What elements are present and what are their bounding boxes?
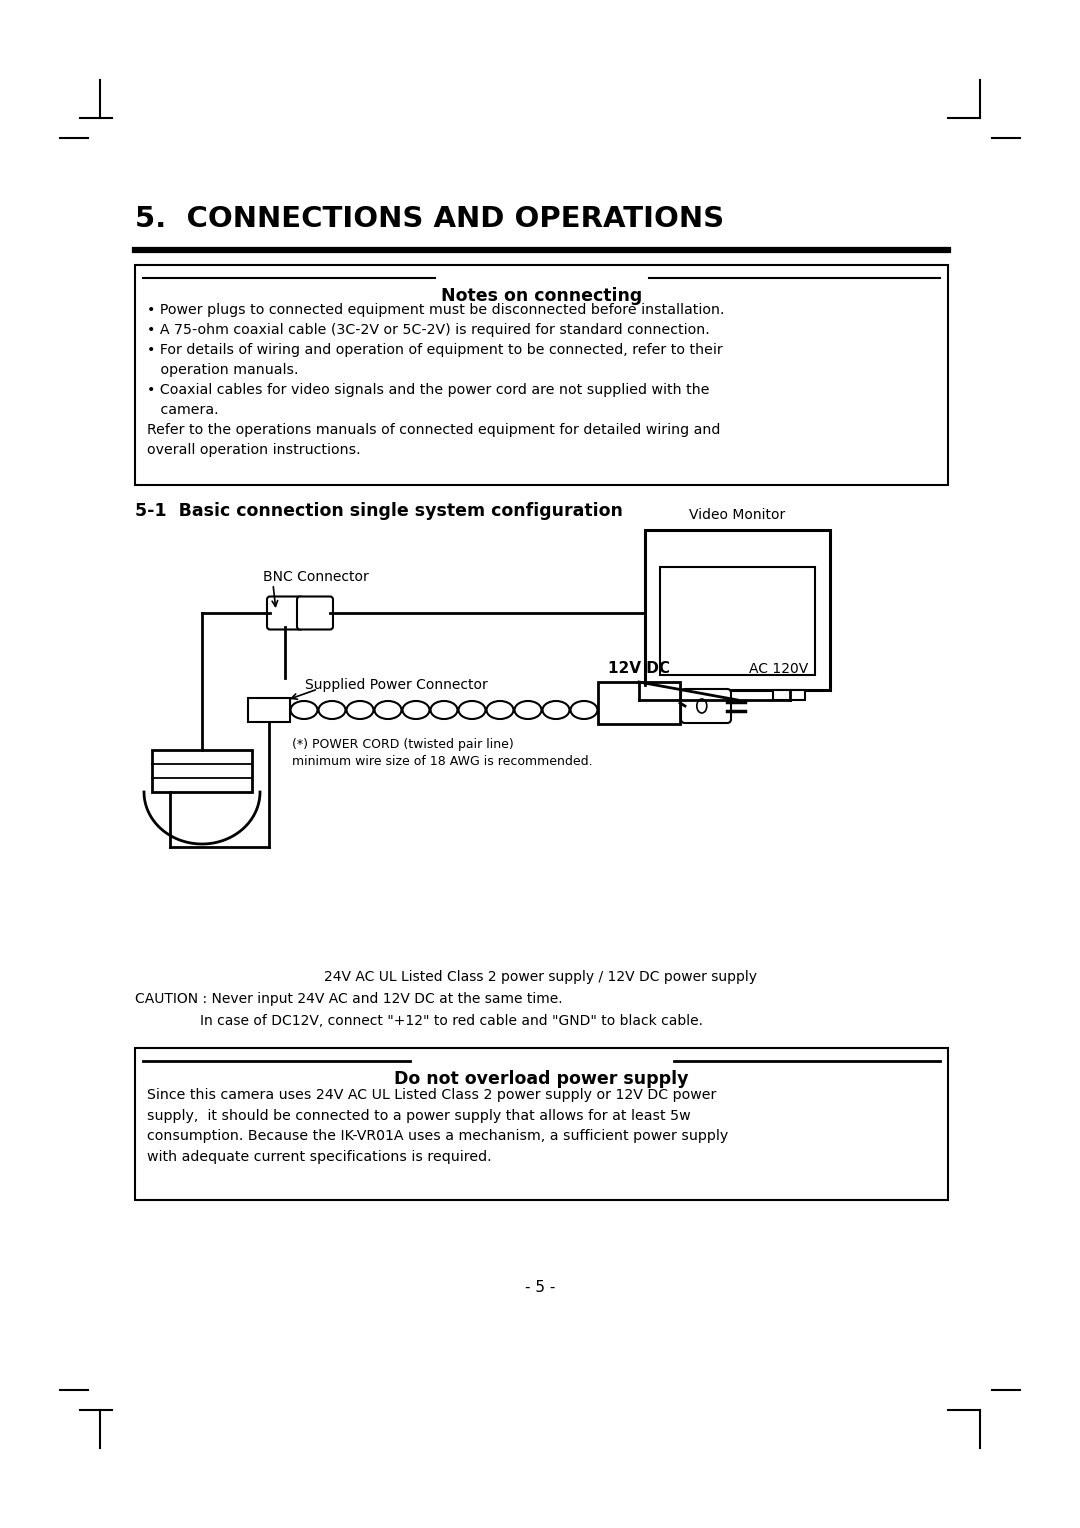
FancyBboxPatch shape xyxy=(645,530,831,691)
Text: Do not overload power supply: Do not overload power supply xyxy=(394,1070,689,1088)
Ellipse shape xyxy=(570,701,597,720)
FancyBboxPatch shape xyxy=(248,698,291,723)
Text: Notes on connecting: Notes on connecting xyxy=(441,287,643,306)
Text: CAUTION : Never input 24V AC and 12V DC at the same time.: CAUTION : Never input 24V AC and 12V DC … xyxy=(135,992,563,1005)
Ellipse shape xyxy=(347,701,374,720)
Text: Supplied Power Connector: Supplied Power Connector xyxy=(305,678,488,692)
FancyBboxPatch shape xyxy=(135,1048,948,1199)
FancyBboxPatch shape xyxy=(660,567,815,675)
FancyBboxPatch shape xyxy=(135,264,948,484)
Ellipse shape xyxy=(697,698,706,714)
FancyBboxPatch shape xyxy=(670,691,702,700)
Text: 5.  CONNECTIONS AND OPERATIONS: 5. CONNECTIONS AND OPERATIONS xyxy=(135,205,724,232)
Ellipse shape xyxy=(375,701,402,720)
Text: • Power plugs to connected equipment must be disconnected before installation.
•: • Power plugs to connected equipment mus… xyxy=(147,303,725,457)
Ellipse shape xyxy=(431,701,458,720)
FancyBboxPatch shape xyxy=(598,681,680,724)
Text: - 5 -: - 5 - xyxy=(525,1280,555,1296)
Text: In case of DC12V, connect "+12" to red cable and "GND" to black cable.: In case of DC12V, connect "+12" to red c… xyxy=(200,1015,703,1028)
FancyBboxPatch shape xyxy=(297,596,333,630)
Ellipse shape xyxy=(403,701,430,720)
Text: AC 120V: AC 120V xyxy=(750,662,808,675)
Text: BNC Connector: BNC Connector xyxy=(264,570,368,584)
Ellipse shape xyxy=(319,701,346,720)
Text: Video Monitor: Video Monitor xyxy=(689,507,785,523)
Ellipse shape xyxy=(487,701,513,720)
Text: 12V DC: 12V DC xyxy=(608,662,670,675)
FancyBboxPatch shape xyxy=(773,691,805,700)
Ellipse shape xyxy=(291,701,318,720)
Text: (*) POWER CORD (twisted pair line)
minimum wire size of 18 AWG is recommended.: (*) POWER CORD (twisted pair line) minim… xyxy=(292,738,593,769)
Ellipse shape xyxy=(514,701,541,720)
Ellipse shape xyxy=(542,701,569,720)
FancyBboxPatch shape xyxy=(152,750,252,792)
FancyBboxPatch shape xyxy=(681,689,731,723)
Text: 24V AC UL Listed Class 2 power supply / 12V DC power supply: 24V AC UL Listed Class 2 power supply / … xyxy=(324,970,756,984)
Text: Since this camera uses 24V AC UL Listed Class 2 power supply or 12V DC power
sup: Since this camera uses 24V AC UL Listed … xyxy=(147,1088,728,1164)
Text: 5-1  Basic connection single system configuration: 5-1 Basic connection single system confi… xyxy=(135,503,623,520)
FancyBboxPatch shape xyxy=(267,596,303,630)
Ellipse shape xyxy=(459,701,485,720)
